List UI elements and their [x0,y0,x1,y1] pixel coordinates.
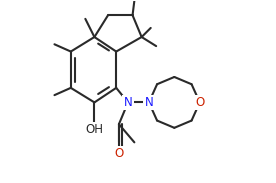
Text: OH: OH [85,123,104,136]
Text: N: N [124,96,132,109]
Text: O: O [114,147,124,160]
Text: N: N [145,96,153,109]
Text: O: O [195,96,204,109]
